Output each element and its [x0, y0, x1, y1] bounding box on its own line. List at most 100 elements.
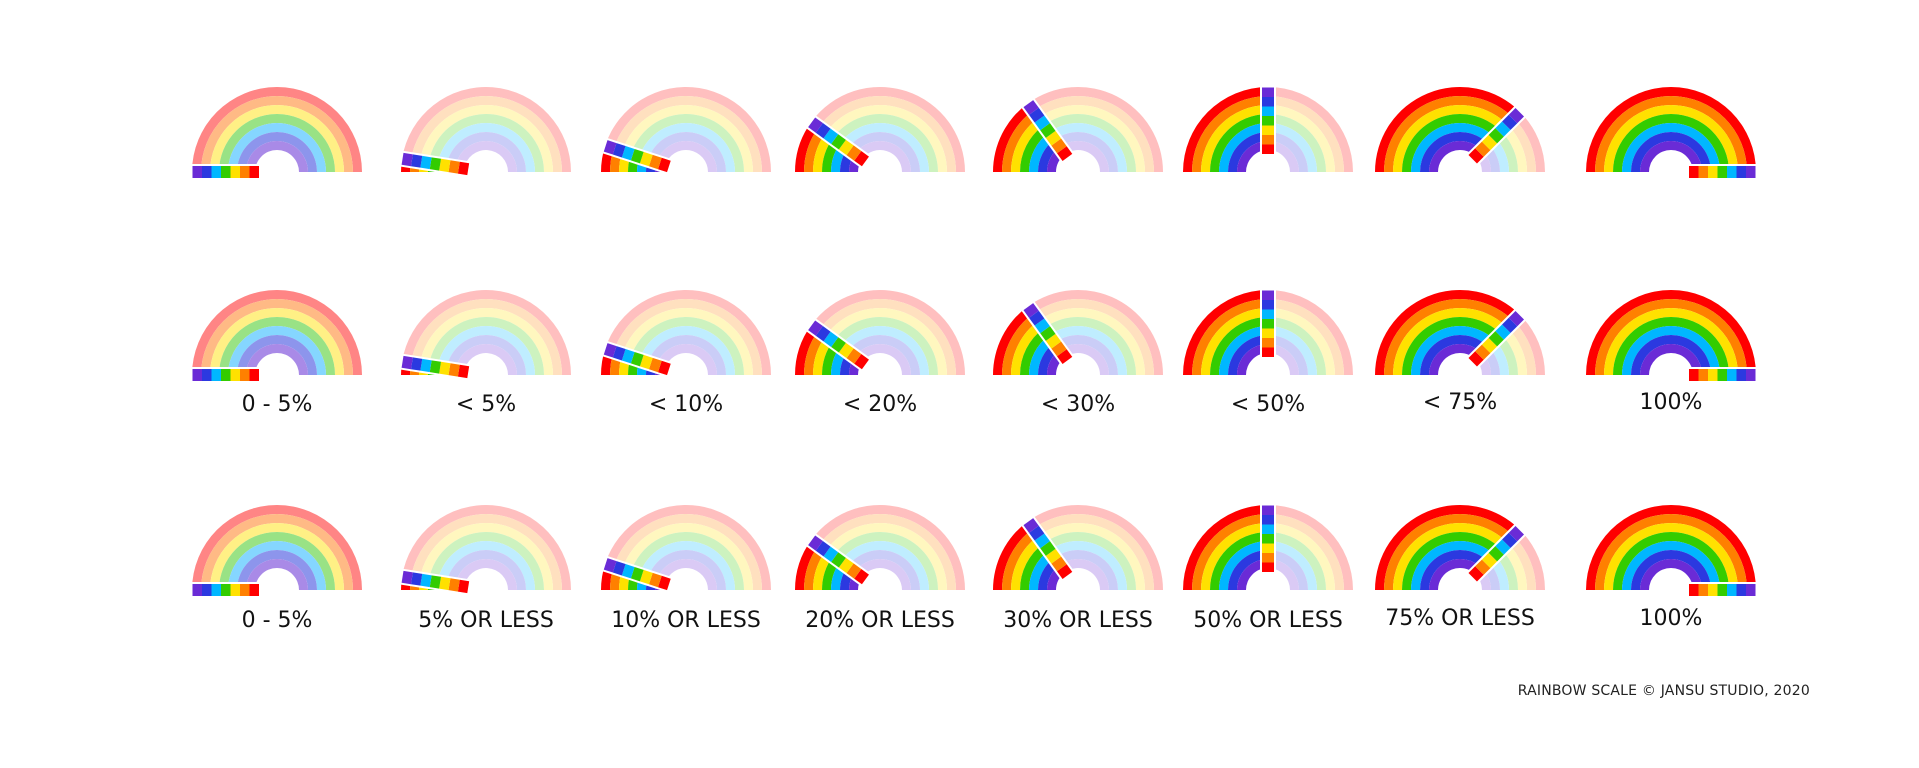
rainbow-band-faded: [1049, 326, 1127, 375]
needle-segment: [823, 546, 839, 562]
rainbow-band-filled: [1002, 528, 1039, 590]
label-row2-3: < 20%: [842, 392, 918, 417]
rainbow-band-faded: [446, 334, 526, 375]
rainbow-band: [192, 290, 362, 375]
rainbow-band-faded: [419, 307, 553, 375]
rainbow-gauge-r3-c8: [1586, 505, 1758, 598]
gauge-needle: [1260, 85, 1276, 156]
gauge-needle: [805, 532, 872, 588]
rainbow-band-filled: [1411, 122, 1495, 172]
needle-segment: [1736, 166, 1746, 178]
rainbow-band-faded: [605, 86, 771, 172]
rainbow-band-faded: [811, 289, 965, 375]
rainbow-band-filled: [1429, 559, 1482, 590]
needle-segment: [1481, 337, 1498, 354]
needle-segment: [1029, 107, 1045, 123]
rainbow-band-faded: [437, 325, 535, 375]
needle-segment: [457, 579, 470, 594]
rainbow-band-faded: [854, 344, 911, 375]
rainbow-gauge-r2-c2: [399, 290, 571, 381]
needle-segment: [230, 166, 240, 178]
needle-segment: [1262, 328, 1274, 338]
needle-segment: [410, 572, 423, 586]
gauge-needle: [190, 367, 261, 383]
needle-segment: [448, 160, 460, 174]
needle-segment: [211, 584, 221, 596]
rainbow-band-faded: [1033, 95, 1154, 172]
rainbow-band-faded: [622, 523, 753, 590]
rainbow-band-faded: [656, 141, 717, 172]
needle-segment: [621, 564, 635, 579]
rainbow-band-faded: [656, 559, 717, 590]
needle-segment: [1727, 166, 1737, 178]
needle-segment: [1481, 134, 1498, 151]
needle-segment: [401, 570, 413, 585]
needle-segment: [1262, 338, 1274, 348]
rainbow-band-faded: [811, 504, 965, 590]
needle-segment: [401, 152, 413, 167]
needle-segment: [1051, 341, 1067, 357]
needle-segment: [221, 166, 231, 178]
rainbow-band-faded: [428, 113, 544, 172]
rainbow-band-faded: [1501, 124, 1527, 172]
rainbow-band-faded: [402, 87, 571, 172]
rainbow-band-filled: [1622, 541, 1720, 590]
needle-segment: [657, 575, 671, 591]
rainbow-band: [246, 141, 308, 172]
needle-segment: [211, 369, 221, 381]
label-row2-1: < 5%: [455, 392, 517, 417]
rainbow-band-faded: [854, 559, 911, 590]
rainbow-gauge-r1-c2: [399, 87, 571, 178]
needle-segment: [420, 573, 432, 588]
gauge-needle: [805, 114, 872, 170]
needle-segment: [1475, 559, 1491, 575]
rainbow-band-filled: [1393, 522, 1508, 590]
rainbow-band-faded: [630, 317, 744, 375]
needle-segment: [1262, 116, 1274, 126]
rainbow-band-filled: [1613, 532, 1729, 590]
rainbow-band-faded: [622, 105, 753, 172]
rainbow-band-filled: [1228, 132, 1268, 172]
needle-segment: [823, 128, 839, 144]
rainbow-band-filled: [1020, 125, 1050, 172]
needle-segment: [439, 361, 451, 376]
needle-segment: [808, 320, 823, 336]
needle-segment: [1717, 166, 1727, 178]
rainbow-band-faded: [639, 326, 735, 375]
rainbow-band-filled: [795, 540, 819, 590]
rainbow-band-filled: [1002, 110, 1039, 172]
label-row3-0: 0 - 5%: [241, 608, 313, 633]
rainbow-band-filled: [1183, 87, 1268, 172]
rainbow-band-faded: [1049, 541, 1127, 590]
label-row3-4: 30% OR LESS: [1003, 608, 1153, 633]
needle-segment: [1502, 114, 1518, 130]
needle-segment: [1262, 290, 1274, 300]
needle-segment: [838, 139, 854, 156]
rainbow-band-faded: [1268, 505, 1353, 590]
rainbow-band-faded: [1038, 105, 1145, 172]
needle-segment: [630, 148, 644, 164]
rainbow-band: [228, 541, 326, 590]
label-row3-2: 10% OR LESS: [611, 608, 761, 633]
gauge-needle: [1260, 288, 1276, 359]
rainbow-gauge-r2-c5: [992, 289, 1164, 375]
needle-segment: [1495, 539, 1511, 555]
needle-segment: [1262, 505, 1274, 515]
needle-segment: [846, 563, 862, 579]
rainbow-band-filled: [1402, 317, 1502, 375]
rainbow-band-filled: [1631, 132, 1711, 172]
needle-segment: [1045, 130, 1062, 146]
needle-segment: [1262, 97, 1274, 107]
needle-segment: [1698, 166, 1708, 178]
label-row2-7: 100%: [1639, 390, 1703, 415]
rainbow-band-filled: [993, 521, 1034, 590]
rainbow-band-filled: [1411, 325, 1495, 375]
rainbow-band-faded: [1059, 344, 1109, 375]
rainbow-band-faded: [647, 132, 726, 172]
rainbow-band-faded: [1501, 542, 1527, 590]
rainbow-band-faded: [1059, 141, 1109, 172]
needle-segment: [211, 166, 221, 178]
needle-segment: [1689, 369, 1699, 381]
rainbow-band-filled: [1020, 543, 1050, 590]
rainbow-band-filled: [1011, 320, 1044, 375]
